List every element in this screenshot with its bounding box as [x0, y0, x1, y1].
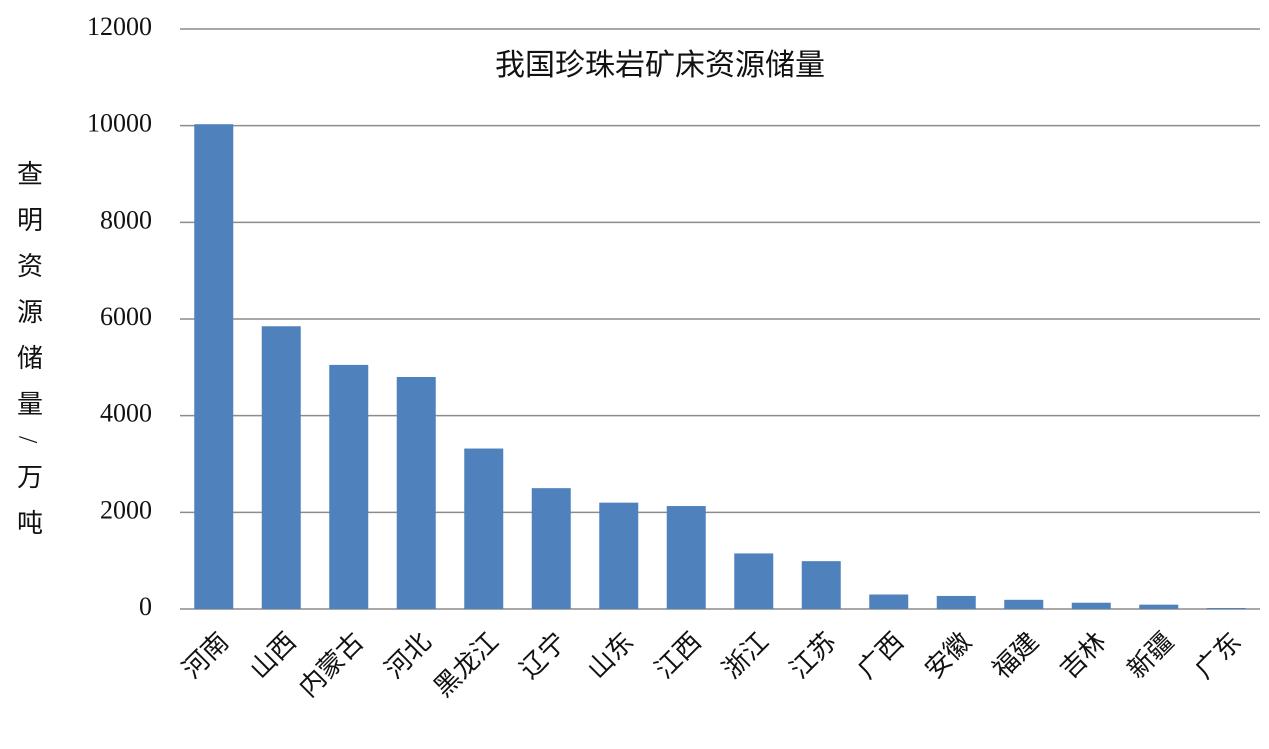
- y-tick-label: 6000: [100, 302, 152, 331]
- x-tick-label: 山东: [582, 627, 639, 684]
- bar: [869, 594, 909, 609]
- bar: [261, 326, 301, 609]
- bar: [734, 553, 774, 609]
- bar: [531, 488, 571, 609]
- x-tick-label: 浙江: [717, 627, 774, 684]
- bar: [599, 502, 639, 609]
- x-tick-label: 江苏: [784, 627, 841, 684]
- x-tick-label: 江西: [649, 627, 706, 684]
- y-axis-label: 查明资源储量/万吨: [14, 160, 43, 555]
- chart-title: 我国珍珠岩矿床资源储量: [495, 49, 825, 82]
- x-tick-label: 河北: [379, 627, 436, 684]
- x-tick-label: 安徽: [919, 627, 976, 684]
- bar: [1206, 608, 1246, 609]
- bar: [329, 364, 369, 609]
- bar: [666, 506, 706, 609]
- y-tick-label: 4000: [100, 399, 152, 428]
- bar: [1071, 602, 1111, 609]
- y-tick-label: 12000: [87, 12, 152, 41]
- bar: [396, 377, 436, 609]
- y-tick-label: 2000: [100, 495, 152, 524]
- x-tick-label: 内蒙古: [294, 627, 370, 703]
- x-tick-label: 新疆: [1122, 627, 1179, 684]
- x-tick-label: 广西: [852, 627, 909, 684]
- x-tick-label: 黑龙江: [429, 627, 505, 703]
- x-tick-label: 吉林: [1054, 627, 1111, 684]
- bar: [1139, 604, 1179, 609]
- x-tick-label: 辽宁: [514, 627, 571, 684]
- x-tick-label: 河南: [177, 627, 234, 684]
- bar: [194, 124, 234, 609]
- bar: [801, 561, 841, 609]
- y-tick-label: 10000: [87, 109, 152, 138]
- x-tick-label: 福建: [987, 627, 1044, 684]
- x-tick-label: 广东: [1189, 627, 1246, 684]
- bar: [1004, 599, 1044, 609]
- bar: [464, 448, 504, 609]
- x-tick-label: 山西: [244, 627, 301, 684]
- y-tick-label: 8000: [100, 205, 152, 234]
- bar: [936, 595, 976, 609]
- y-tick-label: 0: [139, 592, 152, 621]
